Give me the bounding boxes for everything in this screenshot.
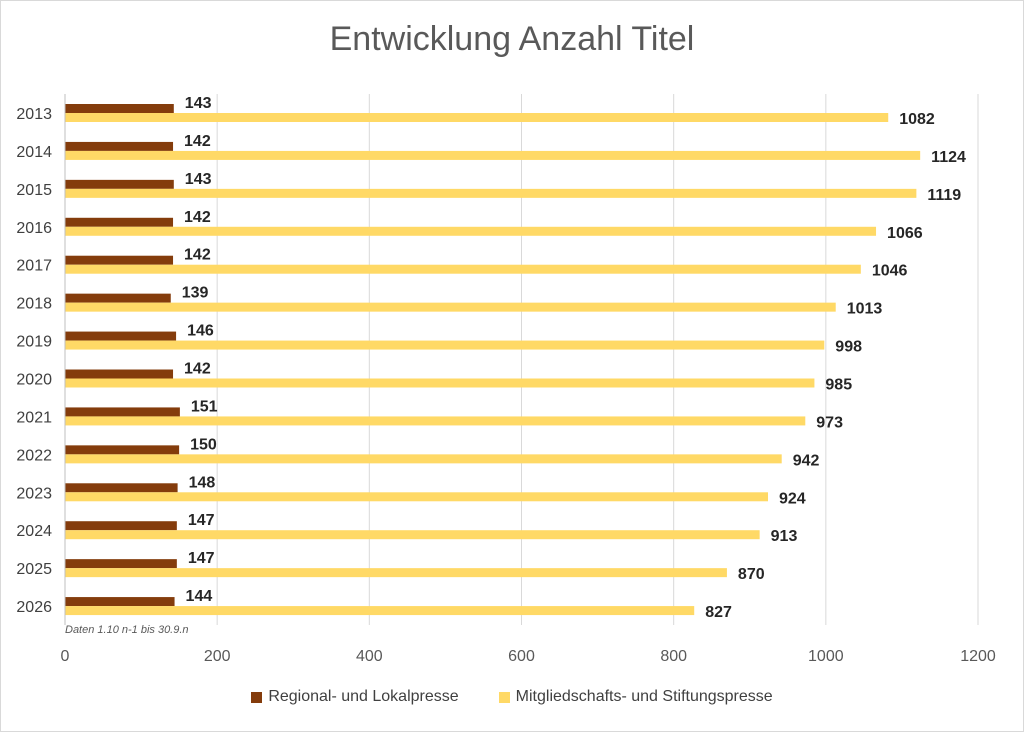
bar-mitglied-2015 <box>65 188 917 198</box>
x-tick-label-0: 0 <box>61 648 70 665</box>
bar-regional-2020 <box>65 369 174 379</box>
bar-mitglied-2025 <box>65 568 727 578</box>
bars <box>65 104 921 616</box>
data-label-mitglied-2015: 1119 <box>927 187 961 204</box>
data-label-mitglied-2016: 1066 <box>887 225 923 242</box>
legend-item-regional: Regional- und Lokalpresse <box>251 688 459 706</box>
legend-label-regional: Regional- und Lokalpresse <box>268 688 459 705</box>
bar-regional-2021 <box>65 407 180 417</box>
category-label-2021: 2021 <box>16 409 52 426</box>
bar-regional-2013 <box>65 104 174 113</box>
category-label-2024: 2024 <box>16 523 52 540</box>
bar-regional-2022 <box>65 445 180 455</box>
legend-item-mitglied: Mitgliedschafts- und Stiftungspresse <box>498 688 773 706</box>
category-label-2026: 2026 <box>16 599 52 616</box>
data-label-mitglied-2024: 913 <box>771 528 798 545</box>
x-tick-label-400: 400 <box>356 648 383 665</box>
data-label-mitglied-2025: 870 <box>738 566 765 583</box>
data-label-mitglied-2026: 827 <box>705 604 732 621</box>
data-label-mitglied-2021: 973 <box>816 414 843 431</box>
x-tick-label-1000: 1000 <box>808 648 844 665</box>
data-label-regional-2018: 139 <box>182 285 209 302</box>
chart-title: Entwicklung Anzahl Titel <box>329 20 695 58</box>
bar-regional-2019 <box>65 331 177 341</box>
bar-regional-2014 <box>65 141 174 151</box>
bar-mitglied-2020 <box>65 378 815 388</box>
data-label-regional-2016: 142 <box>184 209 211 226</box>
data-label-mitglied-2013: 1082 <box>899 111 935 128</box>
x-tick-label-600: 600 <box>508 648 535 665</box>
legend-swatch-regional <box>251 691 263 703</box>
data-label-mitglied-2020: 985 <box>825 377 852 394</box>
data-label-mitglied-2018: 1013 <box>847 301 883 318</box>
data-label-regional-2026: 144 <box>186 588 213 605</box>
bar-mitglied-2014 <box>65 150 921 160</box>
data-label-regional-2023: 148 <box>189 474 216 491</box>
data-label-regional-2022: 150 <box>190 436 217 453</box>
bar-mitglied-2026 <box>65 606 695 616</box>
gridlines <box>216 94 979 625</box>
bar-regional-2025 <box>65 559 177 569</box>
labels: 0 200 400 600 800 1000 1200 2013 143 1082 2014 142 1… <box>16 95 995 665</box>
category-label-2015: 2015 <box>16 182 52 199</box>
bar-regional-2018 <box>65 293 171 303</box>
bar-regional-2017 <box>65 255 174 265</box>
data-period-note: Daten 1.10 n-1 bis 30.9.n <box>65 624 189 636</box>
category-label-2022: 2022 <box>16 447 52 464</box>
category-label-2018: 2018 <box>16 296 52 313</box>
x-tick-label-800: 800 <box>660 648 687 665</box>
bar-mitglied-2018 <box>65 302 836 312</box>
data-label-regional-2025: 147 <box>188 550 215 567</box>
data-label-regional-2021: 151 <box>191 398 218 415</box>
data-label-mitglied-2014: 1124 <box>931 149 966 166</box>
data-label-regional-2019: 146 <box>187 323 214 340</box>
category-label-2019: 2019 <box>16 334 52 351</box>
bar-regional-2023 <box>65 483 178 493</box>
bar-regional-2015 <box>65 179 174 189</box>
bar-mitglied-2024 <box>65 530 760 540</box>
category-label-2023: 2023 <box>16 485 52 502</box>
bar-regional-2016 <box>65 217 174 227</box>
legend: Regional- und Lokalpresse Mitgliedschaft… <box>0 688 1024 706</box>
bar-mitglied-2019 <box>65 340 825 350</box>
data-label-mitglied-2022: 942 <box>793 452 820 469</box>
category-label-2016: 2016 <box>16 220 52 237</box>
x-tick-label-1200: 1200 <box>960 648 996 665</box>
data-label-regional-2020: 142 <box>184 361 211 378</box>
bar-regional-2026 <box>65 597 175 607</box>
bar-mitglied-2022 <box>65 454 782 464</box>
data-label-regional-2024: 147 <box>188 512 215 529</box>
category-label-2013: 2013 <box>16 106 52 123</box>
data-label-mitglied-2017: 1046 <box>872 263 908 280</box>
data-label-mitglied-2019: 998 <box>835 339 862 356</box>
category-label-2020: 2020 <box>16 371 52 388</box>
x-tick-label-200: 200 <box>204 648 231 665</box>
legend-label-mitglied: Mitgliedschafts- und Stiftungspresse <box>515 688 773 705</box>
data-label-regional-2013: 143 <box>185 95 212 112</box>
category-label-2025: 2025 <box>16 561 52 578</box>
bar-mitglied-2021 <box>65 416 806 426</box>
data-label-regional-2015: 143 <box>185 171 212 188</box>
bar-mitglied-2016 <box>65 226 877 236</box>
category-label-2014: 2014 <box>16 144 52 161</box>
bar-mitglied-2017 <box>65 264 861 274</box>
bar-mitglied-2023 <box>65 492 769 502</box>
legend-swatch-mitglied <box>498 691 510 703</box>
bar-regional-2024 <box>65 521 177 531</box>
data-label-regional-2017: 142 <box>184 247 211 264</box>
data-label-mitglied-2023: 924 <box>779 490 806 507</box>
category-label-2017: 2017 <box>16 258 52 275</box>
bar-mitglied-2013 <box>65 113 889 122</box>
data-label-regional-2014: 142 <box>184 133 211 150</box>
